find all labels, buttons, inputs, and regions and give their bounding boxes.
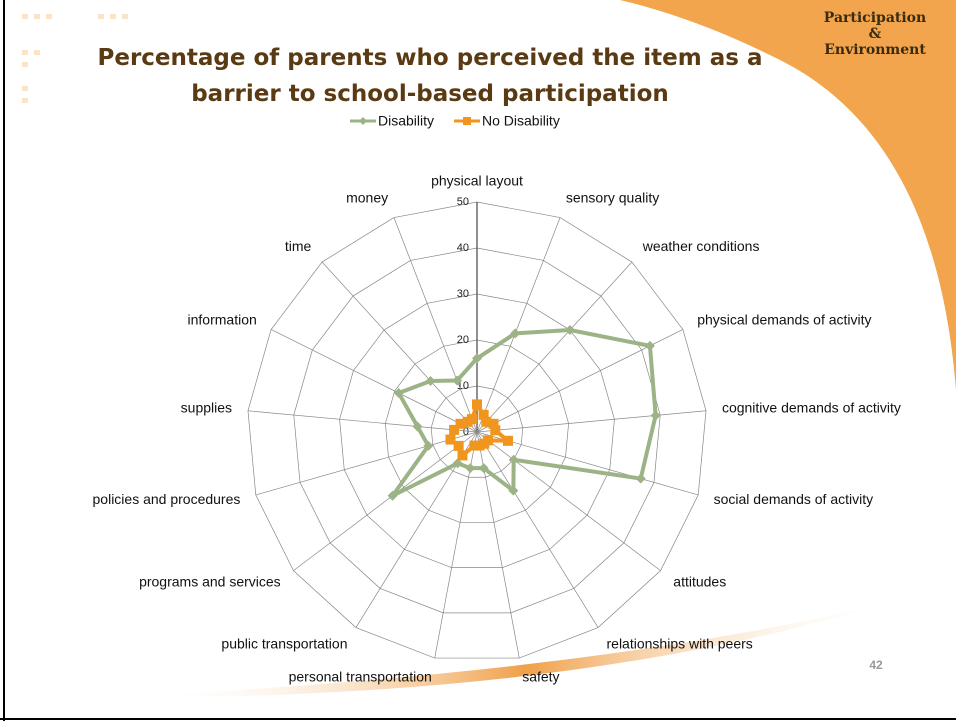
spoke — [476, 217, 561, 433]
spoke — [476, 261, 633, 433]
category-label: physical demands of activity — [697, 311, 871, 327]
category-label: cognitive demands of activity — [722, 400, 901, 416]
category-label: policies and procedures — [93, 491, 241, 507]
badge-line: Environment — [824, 42, 926, 58]
data-point — [481, 416, 492, 427]
category-label: attitudes — [673, 573, 726, 589]
data-point — [472, 353, 482, 364]
grid-ring — [430, 385, 524, 478]
data-point — [564, 325, 575, 336]
data-point — [502, 435, 513, 446]
data-point — [453, 440, 464, 451]
corner-swoosh — [620, 0, 956, 390]
badge-line: Participation — [823, 10, 927, 26]
spoke — [255, 431, 478, 496]
data-point — [445, 434, 456, 445]
data-point — [449, 424, 460, 435]
section-badge: Participation & Environment — [800, 10, 950, 58]
spoke — [270, 329, 478, 433]
r-tick-label: 0 — [463, 426, 469, 438]
spoke — [476, 431, 699, 496]
data-point — [508, 485, 519, 496]
data-point — [467, 414, 478, 425]
data-point — [490, 425, 501, 436]
series-line — [390, 328, 658, 498]
r-tick-label: 40 — [457, 242, 469, 254]
spoke — [476, 410, 707, 433]
category-label: weather conditions — [642, 238, 760, 254]
data-point — [465, 463, 476, 474]
data-point — [510, 328, 521, 339]
data-point — [508, 454, 519, 465]
category-label: supplies — [181, 400, 232, 416]
dot-pattern — [22, 14, 128, 103]
data-point — [452, 375, 463, 386]
category-label: personal transportation — [289, 668, 432, 684]
page-number: 42 — [869, 658, 883, 672]
spoke — [293, 431, 478, 571]
data-point — [635, 473, 646, 484]
category-label: time — [285, 238, 312, 254]
chart-title: Percentage of parents who perceived the … — [97, 45, 763, 107]
category-label: programs and services — [139, 573, 281, 589]
grid-ring — [385, 339, 569, 523]
data-point — [387, 490, 398, 501]
spoke — [321, 261, 478, 433]
data-point — [412, 421, 423, 432]
data-point — [644, 340, 655, 351]
r-tick-label: 30 — [457, 288, 469, 300]
legend-marker — [463, 117, 472, 125]
legend-label: Disability — [378, 113, 434, 129]
category-label: information — [188, 311, 257, 327]
data-point — [650, 410, 661, 421]
grid-ring — [247, 201, 707, 659]
grid-ring — [339, 293, 615, 568]
data-point — [455, 418, 466, 429]
spoke — [476, 431, 599, 628]
data-point — [478, 409, 489, 420]
category-label: relationships with peers — [607, 635, 753, 651]
data-point — [478, 463, 489, 474]
data-point — [457, 450, 468, 461]
spoke — [393, 217, 478, 433]
legend-label: No Disability — [482, 113, 560, 129]
data-point — [472, 399, 482, 410]
category-label: public transportation — [221, 635, 347, 651]
data-point — [393, 388, 404, 399]
category-label: sensory quality — [566, 190, 659, 206]
radar-chart: 0 10 20 30 40 50 physical layout sensory qualit… — [93, 113, 901, 685]
category-label: safety — [522, 668, 559, 684]
data-point — [474, 440, 485, 451]
category-label: social demands of activity — [714, 491, 874, 507]
category-label: money — [346, 190, 388, 206]
r-tick-label: 10 — [457, 380, 469, 392]
data-point — [488, 418, 499, 429]
legend-marker — [359, 117, 367, 125]
data-point — [452, 458, 463, 469]
data-point — [425, 376, 436, 387]
r-tick-label: 20 — [457, 334, 469, 346]
r-tick-label: 50 — [457, 196, 469, 208]
data-point — [423, 440, 434, 451]
spoke — [247, 410, 478, 433]
category-label: physical layout — [431, 173, 523, 189]
data-point — [469, 440, 480, 451]
badge-line: & — [868, 26, 882, 42]
spoke — [476, 431, 661, 571]
